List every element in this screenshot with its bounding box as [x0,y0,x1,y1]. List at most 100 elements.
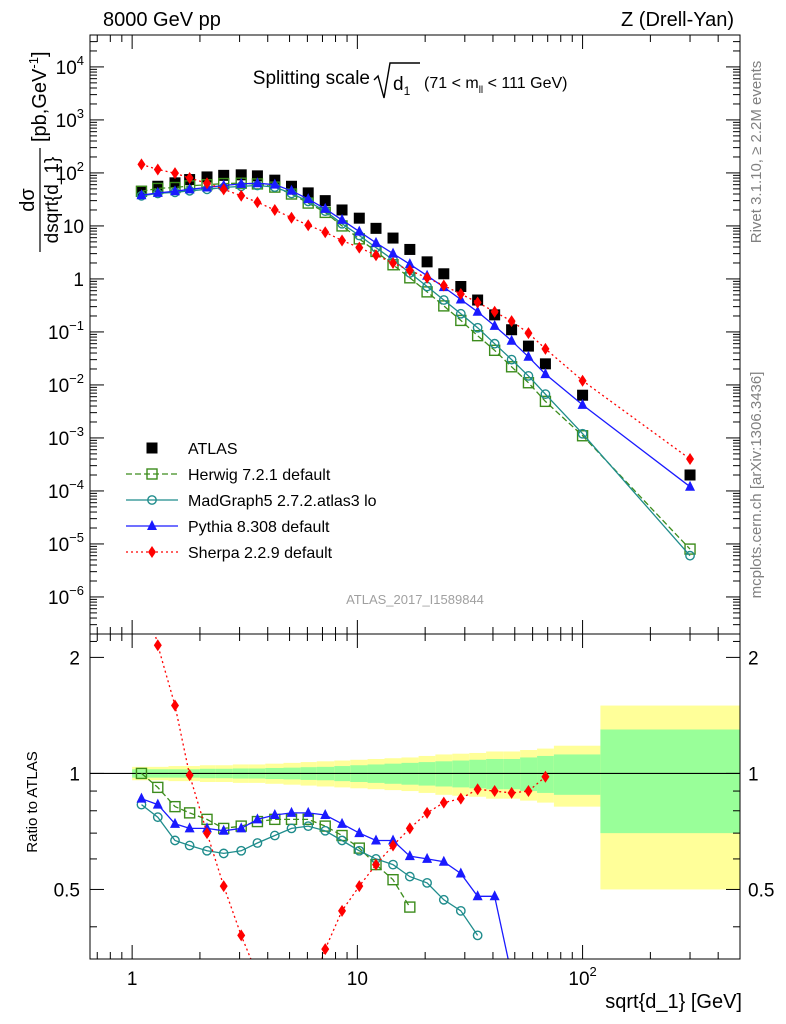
main-point-sherpa-2-2-9-default [137,158,146,171]
main-ytick-label: 10 [63,217,84,238]
ratio-point-pythia-8-308-default [472,890,483,901]
legend-label-herwig-7-2-1-default: Herwig 7.2.1 default [188,467,331,484]
ratio-point-sherpa-2-2-9-default [439,796,448,809]
main-point-pythia-8-308-default [337,213,348,224]
legend-label-atlas: ATLAS [188,441,238,458]
ratio-band-green [486,758,504,790]
ratio-point-madgraph5-2-7-2-atlas3-lo [320,825,331,836]
mcplots-label: mcplots.cern.ch [arXiv:1306.3436] [748,372,765,599]
main-point-pythia-8-308-default [577,398,588,409]
ratio-point-sherpa-2-2-9-default [389,839,398,852]
ratio-xtick-label: 1 [127,969,138,990]
main-point-sherpa-2-2-9-default [304,219,313,232]
ratio-point-sherpa-2-2-9-default [304,993,312,1005]
main-point-atlas [302,187,314,199]
ratio-axes: 0.5 0.5 1 1 2 2 1 10 102 [54,634,774,990]
ratio-point-sherpa-2-2-9-default [237,929,246,942]
main-point-pythia-8-308-default [354,225,365,236]
main-point-sherpa-2-2-9-default [270,203,279,216]
ratio-point-sherpa-2-2-9-default [338,904,347,917]
ratio-point-herwig-7-2-1-default [152,781,164,794]
main-point-herwig-7-2-1-default [438,300,450,312]
legend-label-madgraph5-2-7-2-atlas3-lo: MadGraph5 2.7.2.atlas3 lo [188,493,377,510]
main-point-pythia-8-308-default [371,236,382,247]
main-point-atlas [421,256,433,268]
main-point-pythia-8-308-default [170,185,181,196]
ratio-point-sherpa-2-2-9-default [321,943,330,956]
main-point-pythia-8-308-default [269,178,280,189]
ratio-point-pythia-8-308-default [303,806,314,817]
ratio-ytick-label: 0.5 [54,880,80,901]
main-point-pythia-8-308-default [252,177,263,188]
main-point-atlas [336,204,348,216]
ratio-band-green [520,757,538,792]
ratio-point-madgraph5-2-7-2-atlas3-lo [472,930,483,941]
main-point-herwig-7-2-1-default [488,344,501,357]
ratio-point-madgraph5-2-7-2-atlas3-lo [236,845,247,856]
ratio-point-pythia-8-308-default [152,798,163,809]
main-point-sherpa-2-2-9-default [203,177,212,190]
header-left: 8000 GeV pp [103,9,221,31]
main-point-herwig-7-2-1-default [505,361,518,373]
legend-marker-pythia-8-308-default [147,520,157,530]
ratio-xtick-label: 102 [568,964,596,990]
main-point-madgraph5-2-7-2-atlas3-lo [506,354,517,365]
main-point-sherpa-2-2-9-default [524,327,533,340]
legend: ATLAS Herwig 7.2.1 default MadGraph5 2.7.2… [126,441,377,562]
y-label-denominator: dsqrt{d_1} [42,157,63,244]
ratio-point-sherpa-2-2-9-default [271,987,279,999]
ratio-band-green [553,754,601,795]
main-ytick-label: 10−2 [48,371,84,397]
main-point-atlas [387,232,399,244]
main-point-madgraph5-2-7-2-atlas3-lo [489,338,500,349]
main-point-pythia-8-308-default [184,183,195,194]
main-point-pythia-8-308-default [489,319,500,330]
header-right: Z (Drell-Yan) [621,9,734,31]
main-point-pythia-8-308-default [320,202,331,213]
ratio-point-sherpa-2-2-9-default [253,969,261,981]
ratio-point-pythia-8-308-default [455,867,466,878]
ratio-point-pythia-8-308-default [489,890,500,901]
ratio-bands [90,705,740,890]
ratio-point-sherpa-2-2-9-default [405,822,414,835]
main-ytick-label: 10−1 [48,318,84,344]
main-point-sherpa-2-2-9-default [253,196,262,209]
ratio-point-sherpa-2-2-9-default [473,783,482,796]
ratio-point-sherpa-2-2-9-default [372,858,381,871]
main-point-sherpa-2-2-9-default [473,296,482,309]
ratio-point-sherpa-2-2-9-default [355,880,364,893]
main-point-sherpa-2-2-9-default [287,211,296,224]
ratio-point-madgraph5-2-7-2-atlas3-lo [388,859,398,870]
main-ytick-label: 10−3 [48,424,84,450]
ratio-point-madgraph5-2-7-2-atlas3-lo [184,840,195,851]
main-point-pythia-8-308-default [404,258,415,269]
ratio-point-herwig-7-2-1-default [135,767,148,780]
main-point-herwig-7-2-1-default [471,329,484,342]
main-point-madgraph5-2-7-2-atlas3-lo [685,550,695,561]
ratio-point-pythia-8-308-default [438,855,449,866]
ratio-point-pythia-8-308-default [337,817,348,828]
main-point-madgraph5-2-7-2-atlas3-lo [438,295,449,305]
legend-marker-madgraph5-2-7-2-atlas3-lo [147,495,157,505]
ratio-point-madgraph5-2-7-2-atlas3-lo [455,905,466,916]
ratio-point-pythia-8-308-default [136,792,147,803]
main-point-atlas [319,195,331,207]
main-point-pythia-8-308-default [540,368,551,379]
ratio-band-green [600,729,740,834]
main-point-sherpa-2-2-9-default [490,305,499,318]
main-point-sherpa-2-2-9-default [686,453,695,466]
main-point-atlas [539,358,551,370]
main-point-atlas [201,171,213,183]
ratio-point-madgraph5-2-7-2-atlas3-lo [202,845,212,856]
ratio-point-madgraph5-2-7-2-atlas3-lo [337,835,347,846]
main-point-sherpa-2-2-9-default [153,163,162,176]
ratio-point-pythia-8-308-default [236,822,247,833]
main-point-herwig-7-2-1-default [522,377,535,389]
main-point-pythia-8-308-default [523,350,534,361]
main-ytick-label: 10−5 [48,530,84,556]
ratio-point-pythia-8-308-default [286,806,297,817]
ratio-point-pythia-8-308-default [252,813,263,824]
ratio-ytick-label: 2 [69,648,80,669]
ratio-ytick-label-right: 1 [748,764,759,785]
